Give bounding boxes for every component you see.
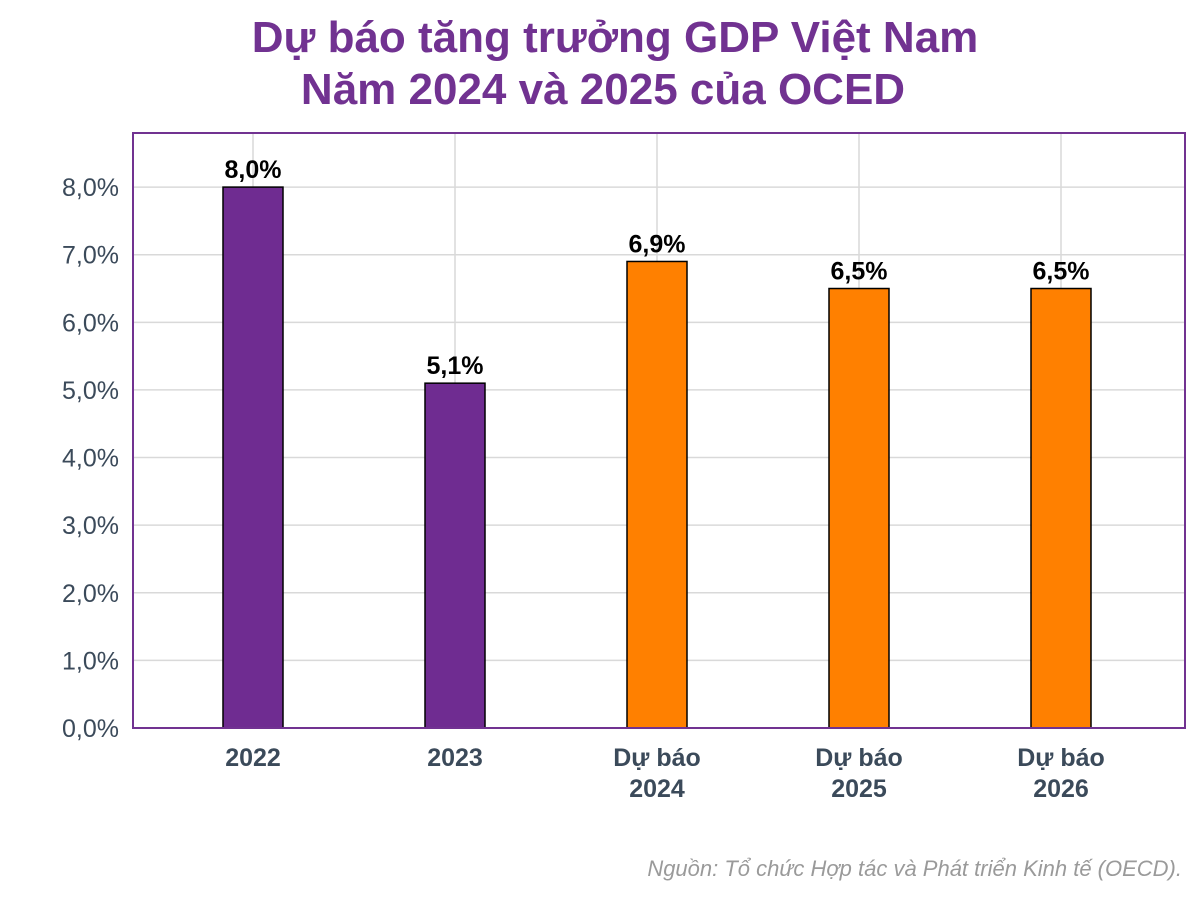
chart-title-line-1: Dự báo tăng trưởng GDP Việt Nam xyxy=(251,13,979,62)
chart-title-line-2: Năm 2024 và 2025 của OCED xyxy=(300,65,906,114)
data-label: 8,0% xyxy=(225,156,282,184)
source-note: Nguồn: Tổ chức Hợp tác và Phát triển Kin… xyxy=(647,856,1182,881)
y-tick-label: 0,0% xyxy=(62,715,119,743)
bar xyxy=(626,260,688,729)
x-tick-label: 2023 xyxy=(427,744,483,772)
data-label: 6,5% xyxy=(831,258,888,286)
plot-frame xyxy=(132,132,1186,729)
data-label: 5,1% xyxy=(427,352,484,380)
bar xyxy=(222,186,284,729)
x-tick-label: Dự báo 2025 xyxy=(815,744,903,803)
bar xyxy=(828,287,890,729)
x-tick-label: Dự báo 2024 xyxy=(613,744,701,803)
y-tick-label: 1,0% xyxy=(62,647,119,675)
y-tick-label: 6,0% xyxy=(62,309,119,337)
data-label: 6,9% xyxy=(629,230,686,258)
y-tick-label: 4,0% xyxy=(62,445,119,473)
y-tick-label: 5,0% xyxy=(62,377,119,405)
bar xyxy=(1030,287,1092,729)
y-tick-label: 7,0% xyxy=(62,242,119,270)
y-tick-label: 8,0% xyxy=(62,174,119,202)
y-tick-label: 2,0% xyxy=(62,580,119,608)
x-tick-label: Dự báo 2026 xyxy=(1017,744,1105,803)
bar xyxy=(424,382,486,729)
data-label: 6,5% xyxy=(1033,258,1090,286)
x-tick-label: 2022 xyxy=(225,744,281,772)
y-tick-label: 3,0% xyxy=(62,512,119,540)
